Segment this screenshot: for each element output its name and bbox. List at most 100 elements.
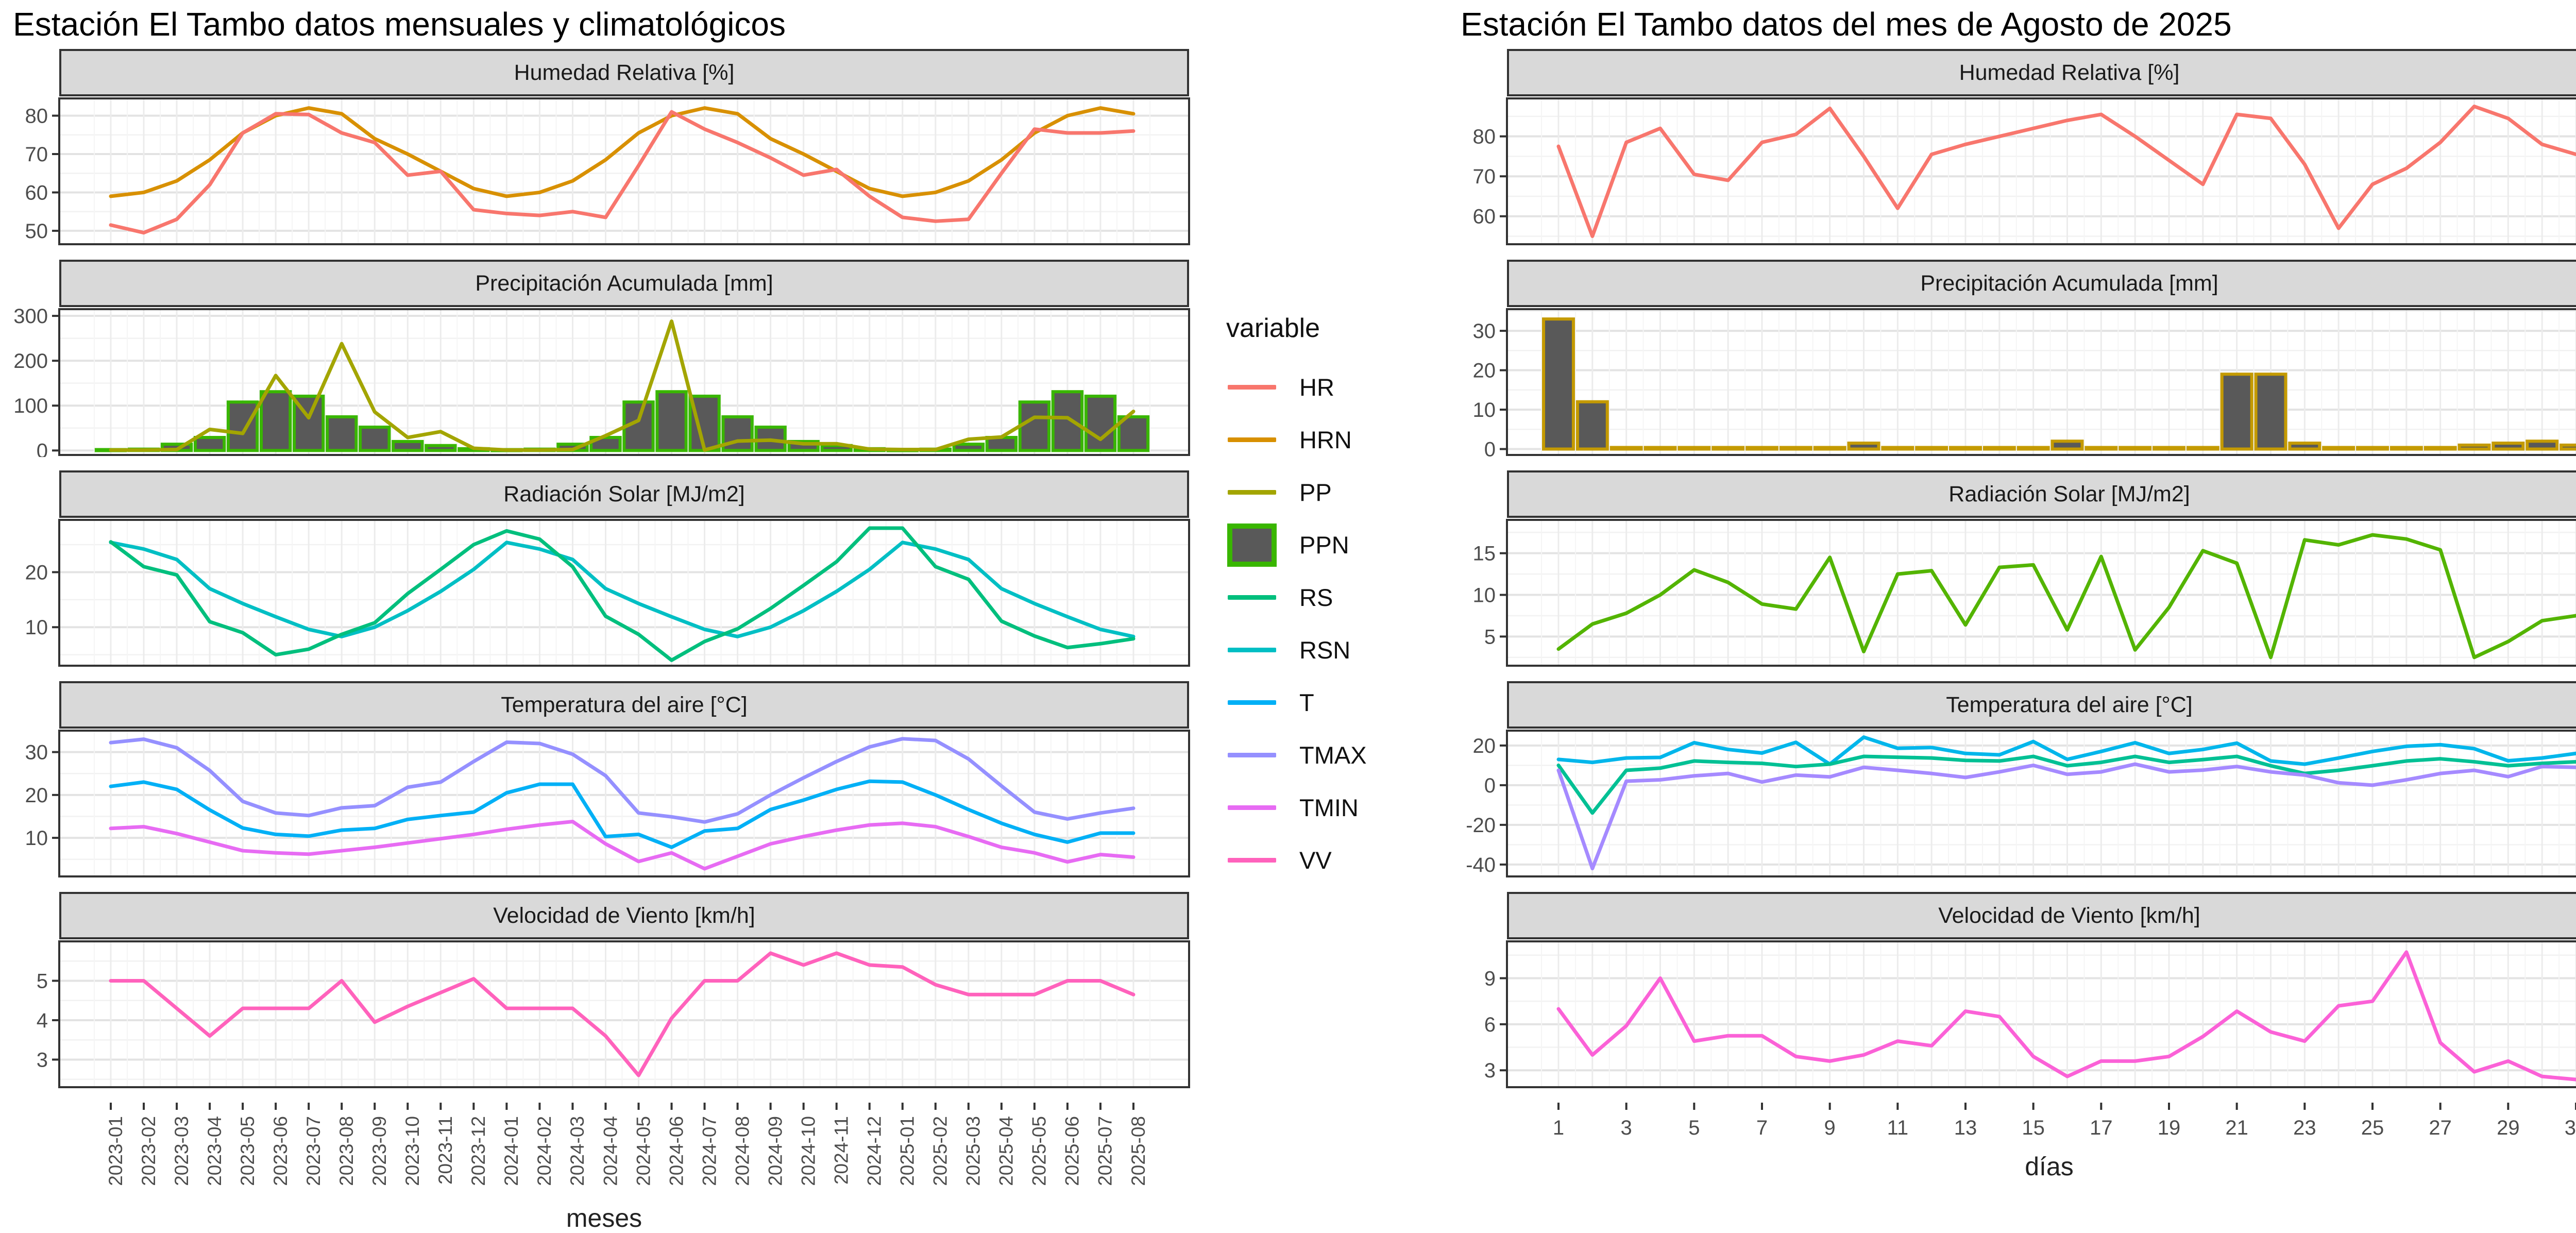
legend-item-PP: PP — [1226, 466, 1453, 519]
panel-3: Temperatura del aire [°C] -40 -20 0 20 — [1461, 681, 2576, 879]
line-RS — [1556, 533, 2576, 660]
bar-PPN — [425, 444, 457, 452]
bar-PP — [2492, 442, 2525, 451]
panel-plot: 0 10 20 30 — [1473, 308, 2576, 457]
legend-line-swatch — [1226, 418, 1278, 462]
y-tick-label: 10 — [1473, 399, 1496, 421]
bar-PP — [2322, 446, 2355, 451]
facet-strip: Temperatura del aire [°C] — [59, 681, 1189, 729]
panel-plot: 3 6 9 — [1484, 940, 2576, 1088]
legend-label: HR — [1299, 374, 1334, 401]
line-VV — [109, 951, 1136, 1077]
bar-PP — [2424, 446, 2457, 451]
y-tick-label: 3 — [1484, 1059, 1496, 1082]
x-tick-label: 25 — [2361, 1117, 2384, 1139]
facet-strip: Humedad Relativa [%] — [1507, 49, 2576, 96]
panel-plot: 5 10 15 — [1473, 519, 2576, 667]
y-tick-label: 10 — [25, 616, 48, 639]
legend-item-T: T — [1226, 677, 1453, 729]
y-tick-label: 20 — [1473, 360, 1496, 382]
panel-4: Velocidad de Viento [km/h] 3 6 9 — [1461, 892, 2576, 1089]
line-HR — [1556, 105, 2576, 238]
x-tick-label: 2024-12 — [864, 1116, 885, 1186]
x-tick-label: 2025-03 — [963, 1116, 984, 1186]
bar-PP — [2050, 440, 2084, 451]
bar-PPN — [952, 443, 985, 452]
bar-PP — [1609, 446, 1643, 451]
panel-plot: 10 20 — [25, 519, 1190, 667]
line-T — [109, 779, 1136, 849]
figure-monthly-xlabel: meses — [566, 1204, 642, 1232]
bar-PP — [2186, 446, 2219, 451]
bar-PP — [1677, 446, 1711, 451]
legend-box-swatch — [1226, 523, 1278, 567]
y-tick-label: 5 — [37, 970, 48, 992]
legend-item-VV: VV — [1226, 834, 1453, 887]
x-tick-label: 2023-09 — [369, 1116, 390, 1186]
line-TMAX — [109, 737, 1136, 824]
x-tick-label: 2025-06 — [1062, 1116, 1083, 1186]
y-tick-label: 60 — [25, 181, 48, 204]
figure-daily-panels: Humedad Relativa [%] 60 70 80 Precipitación … — [1461, 49, 2576, 1103]
legend-item-RSN: RSN — [1226, 624, 1453, 677]
y-tick-label: 20 — [1473, 735, 1496, 757]
legend-item-PPN: PPN — [1226, 519, 1453, 571]
x-tick-label: 2023-08 — [336, 1116, 357, 1186]
figure-daily-xlabel: días — [2025, 1152, 2074, 1181]
bar-PP — [1982, 446, 2016, 451]
bar-PPN — [1084, 394, 1117, 452]
legend-line-swatch — [1226, 733, 1278, 778]
figure-daily-xaxis: 135791113151719212325272931 — [1461, 1103, 2576, 1152]
x-tick-label: 23 — [2293, 1117, 2316, 1139]
x-tick-label: 2024-01 — [501, 1116, 522, 1186]
bar-PP — [1847, 442, 1880, 451]
bar-PPN — [193, 436, 226, 452]
x-tick-label: 2024-05 — [633, 1116, 654, 1186]
y-tick-label: 200 — [13, 350, 48, 373]
facet-strip-title: Velocidad de Viento [km/h] — [1938, 903, 2200, 928]
x-tick-label: 2024-04 — [600, 1116, 621, 1186]
y-tick-label: 4 — [37, 1009, 48, 1032]
facet-strip-title: Humedad Relativa [%] — [1959, 60, 2180, 85]
x-tick-label: 2024-08 — [732, 1116, 753, 1186]
x-tick-label: 27 — [2429, 1117, 2452, 1139]
legend-title: variable — [1226, 313, 1320, 343]
bar-PP — [2220, 373, 2253, 451]
x-axis: 2023-01 2023-02 2023-03 2023-04 2023-05 2023-… — [105, 1103, 1149, 1186]
swatch-color — [1228, 753, 1276, 757]
panel-2: Radiación Solar [MJ/m2] 10 20 — [13, 470, 1195, 668]
legend-label: VV — [1299, 847, 1332, 874]
y-tick-label: 0 — [1484, 438, 1496, 457]
legend-label: T — [1299, 689, 1314, 716]
x-tick-label: 2024-11 — [831, 1116, 852, 1185]
bar-PP — [1575, 400, 1609, 451]
bar-PP — [1745, 446, 1778, 451]
y-tick-label: 9 — [1484, 967, 1496, 990]
swatch-color — [1227, 523, 1277, 567]
panel-plot: 50 60 70 80 — [25, 97, 1190, 245]
bar-PP — [2153, 446, 2185, 451]
figure-monthly-panels: Humedad Relativa [%] 50 60 70 80 Precipitació… — [13, 49, 1195, 1103]
y-tick-label: 50 — [25, 220, 48, 243]
bar-PP — [2458, 443, 2491, 451]
legend-label: HRN — [1299, 426, 1352, 453]
facet-strip: Precipitación Acumulada [mm] — [1507, 260, 2576, 307]
bar-PP — [1711, 446, 1745, 451]
x-tick-label: 2025-04 — [996, 1116, 1017, 1186]
legend-item-TMIN: TMIN — [1226, 782, 1453, 834]
x-tick-label: 9 — [1824, 1117, 1836, 1139]
bar-PPN — [359, 426, 391, 452]
x-tick-label: 2023-01 — [105, 1116, 126, 1186]
panel-plot: -40 -20 0 20 — [1466, 730, 2576, 877]
legend-line-swatch — [1226, 628, 1278, 672]
legend-label: TMAX — [1299, 741, 1367, 769]
panel-1: Precipitación Acumulada [mm] 0 10 20 30 — [1461, 260, 2576, 457]
swatch-color — [1228, 437, 1276, 442]
x-tick-label: 17 — [2090, 1117, 2113, 1139]
x-tick-label: 29 — [2497, 1117, 2520, 1139]
facet-strip: Precipitación Acumulada [mm] — [59, 260, 1189, 307]
legend-label: TMIN — [1299, 794, 1359, 821]
y-tick-label: 300 — [13, 307, 48, 328]
y-tick-label: 0 — [1484, 774, 1496, 797]
line-T — [1556, 754, 2576, 815]
